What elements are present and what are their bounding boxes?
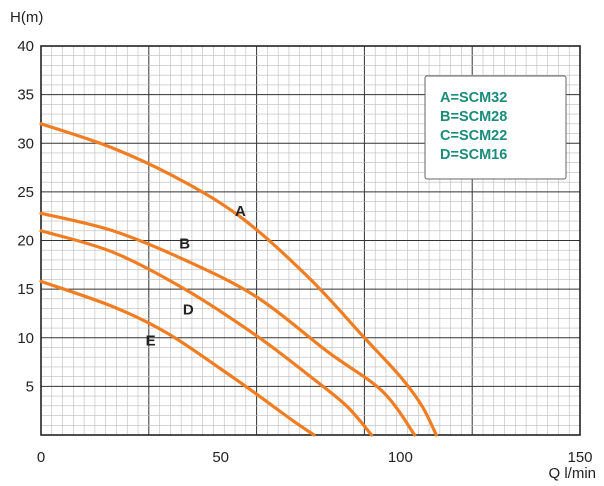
x-tick-label: 0 <box>37 449 45 466</box>
y-tick-label: 5 <box>26 378 34 395</box>
tick-labels: 5 10 15 20 25 30 35 40 0 50 100 150 <box>17 38 592 466</box>
curves <box>39 122 438 437</box>
plot-grid <box>40 45 581 436</box>
x-tick-label: 100 <box>388 449 413 466</box>
y-tick-label: 15 <box>17 281 34 298</box>
curve-label-a: A <box>235 203 246 220</box>
y-tick-label: 20 <box>17 233 34 250</box>
legend: A=SCM32 B=SCM28 C=SCM22 D=SCM16 <box>424 75 567 180</box>
x-axis-title: Q l/min <box>548 465 596 482</box>
series-line-b <box>39 211 417 437</box>
y-axis-title: H(m) <box>10 9 43 26</box>
y-tick-label: 30 <box>17 135 34 152</box>
y-tick-label: 40 <box>17 38 34 55</box>
plot-frame <box>40 45 581 436</box>
x-tick-label: 50 <box>212 449 229 466</box>
series-line-a <box>39 122 438 437</box>
legend-entry: A=SCM32 <box>440 90 507 106</box>
y-tick-label: 35 <box>17 87 34 104</box>
legend-entry: C=SCM22 <box>440 128 507 144</box>
curve-label-e: E <box>146 333 156 350</box>
legend-entry: D=SCM16 <box>440 147 507 163</box>
y-tick-label: 10 <box>17 330 34 347</box>
legend-entry: B=SCM28 <box>440 109 507 125</box>
series-line-c <box>39 229 374 437</box>
legend-box <box>424 75 567 180</box>
curve-labels: A B D E <box>146 203 246 349</box>
y-tick-label: 25 <box>17 184 34 201</box>
curve-label-b: B <box>179 235 190 252</box>
curve-label-d: D <box>183 301 194 318</box>
series-line-d <box>39 279 316 437</box>
x-tick-label: 150 <box>567 449 592 466</box>
